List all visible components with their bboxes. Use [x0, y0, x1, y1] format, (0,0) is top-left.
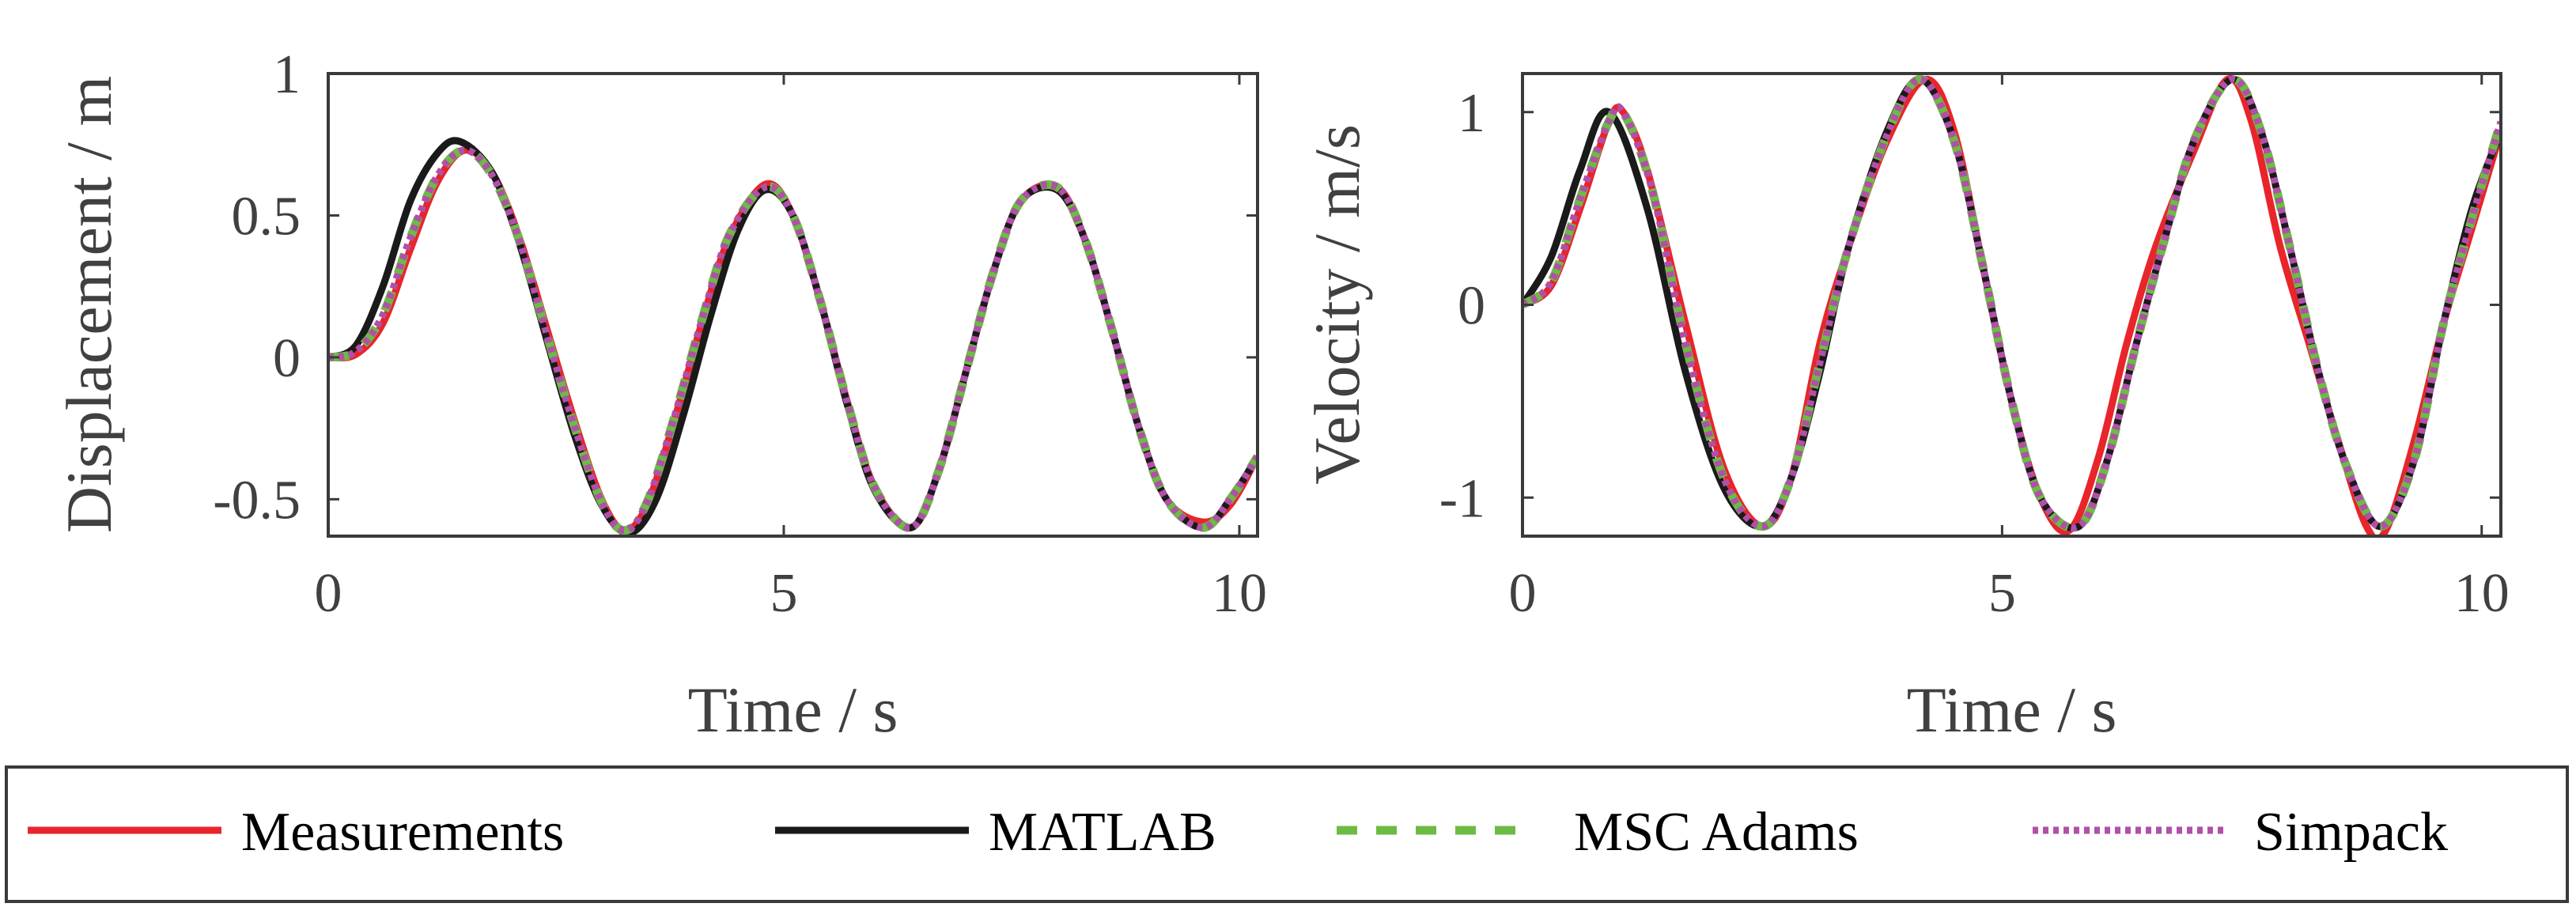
y-axis-label: Velocity / m/s — [1301, 124, 1373, 485]
y-tick-label: 0 — [1458, 276, 1485, 337]
y-tick-label: 0.5 — [232, 186, 301, 247]
y-tick-label: 0 — [273, 328, 301, 389]
legend: Measurements MATLAB MSC Adams Simpack — [5, 765, 2569, 903]
legend-label-msc-adams: MSC Adams — [1574, 802, 1859, 863]
series-line-matlab — [1523, 75, 2501, 532]
y-tick-label: 1 — [273, 44, 301, 105]
legend-label-simpack: Simpack — [2254, 802, 2448, 863]
velocity-chart: 0 5 10 -1 0 1 Time / s Velocity / m/s — [1301, 72, 2510, 746]
series-group — [328, 137, 1258, 536]
x-axis-label: Time / s — [688, 674, 898, 746]
x-axis-label: Time / s — [1907, 674, 2117, 746]
y-tick-label: 1 — [1458, 83, 1485, 144]
series-line-simpack — [328, 146, 1258, 535]
y-axis-label: Displacement / m — [53, 76, 125, 533]
plot-frame — [327, 72, 1259, 538]
x-tick-label: 0 — [315, 563, 342, 624]
x-tick-label: 0 — [1509, 563, 1537, 624]
x-tick-label: 10 — [2454, 563, 2510, 624]
series-line-matlab — [328, 137, 1258, 536]
legend-box — [5, 765, 2569, 903]
legend-label-measurements: Measurements — [241, 802, 564, 863]
x-tick-label: 10 — [1212, 563, 1267, 624]
x-tick-label: 5 — [770, 563, 797, 624]
series-group — [1523, 74, 2501, 536]
legend-label-matlab: MATLAB — [989, 802, 1216, 863]
x-tick-label: 5 — [1988, 563, 2016, 624]
y-tick-label: -0.5 — [213, 470, 301, 531]
y-tick-label: -1 — [1439, 468, 1485, 529]
series-line-simpack — [1523, 75, 2501, 532]
